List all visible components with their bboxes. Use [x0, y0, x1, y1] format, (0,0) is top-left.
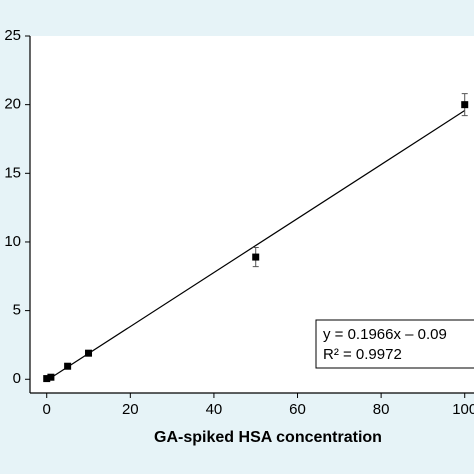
data-point	[43, 375, 51, 383]
data-point	[47, 373, 55, 381]
x-tick-label: 60	[289, 401, 306, 418]
data-point	[85, 349, 93, 357]
x-axis-label: GA-spiked HSA concentration	[154, 429, 382, 446]
x-tick-label: 100	[452, 401, 474, 418]
data-point	[252, 253, 260, 261]
r-squared: R² = 0.9972	[323, 346, 402, 363]
equation: y = 0.1966x – 0.09	[323, 326, 447, 343]
y-tick-label: 15	[4, 164, 21, 181]
fit-line	[46, 110, 466, 382]
x-tick-label: 80	[373, 401, 390, 418]
x-tick-label: 40	[206, 401, 223, 418]
y-tick-label: 10	[4, 233, 21, 250]
x-tick-label: 20	[122, 401, 139, 418]
equation-box	[315, 319, 474, 369]
y-tick-label: 5	[13, 302, 21, 319]
y-tick-label: 0	[13, 370, 21, 387]
x-tick-label: 0	[43, 401, 51, 418]
data-point	[461, 101, 469, 109]
y-tick-label: 25	[4, 27, 21, 44]
y-tick-label: 20	[4, 96, 21, 113]
data-point	[64, 362, 72, 370]
